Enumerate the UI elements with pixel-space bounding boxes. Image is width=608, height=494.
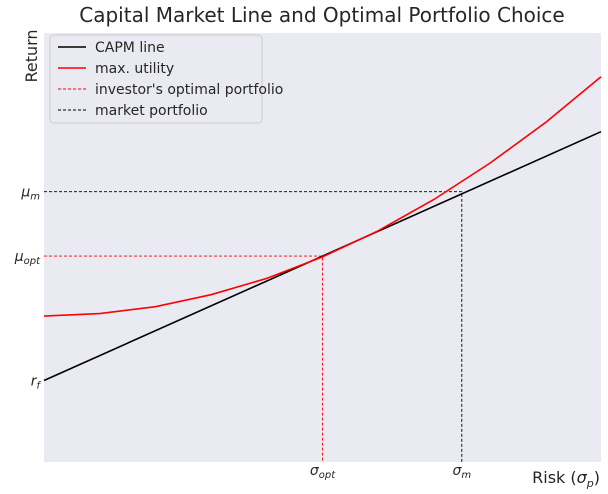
series-line-market-portfolio [44,191,463,462]
legend-label-investor-s-optimal-portfolio: investor's optimal portfolio [95,82,283,98]
y-tick-label-mu-opt: μopt [14,249,41,267]
plot-area [43,76,602,462]
series-line-max-utility [43,76,602,317]
legend-label-capm-line: CAPM line [95,40,165,56]
x-axis-label: Risk (σp) [532,468,600,490]
chart-title: Capital Market Line and Optimal Portfoli… [79,3,564,27]
y-tick-label-mu-m: μm [20,185,40,203]
y-tick-label-rf: rf [31,373,42,391]
legend-box [49,34,263,124]
legend: CAPM line max. utility investor's optimal … [49,34,283,124]
legend-label-max-utility: max. utility [95,61,174,77]
legend-label-market-portfolio: market portfolio [95,103,208,119]
x-tick-label-m: σm [452,463,471,481]
series-line-investor-s-optimal-portfolio [44,255,323,462]
x-tick-label-opt: σopt [310,463,336,481]
y-axis-label: Return [22,29,41,82]
